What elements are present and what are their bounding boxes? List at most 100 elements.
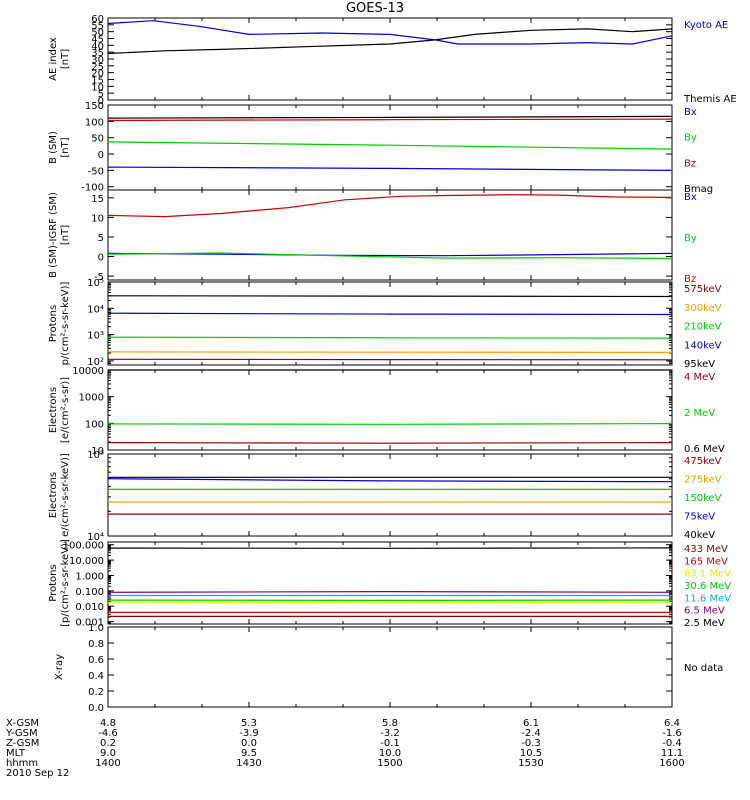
y-tick-label: 10² [87, 357, 104, 368]
ephemeris-value: -3.9 [239, 728, 259, 739]
ephemeris-value: 0.0 [241, 738, 257, 749]
no-data-label: No data [684, 663, 723, 674]
series-line-210kev [107, 336, 673, 339]
legend-entry: 40keV [684, 530, 715, 541]
legend-entry: 165 MeV [684, 556, 728, 567]
y-tick-label: -100 [81, 183, 104, 194]
legend-entry: By [684, 233, 697, 244]
ephemeris-value: 1530 [518, 758, 543, 769]
y-tick-label: 15 [91, 76, 104, 87]
y-tick-label: 40 [91, 41, 104, 52]
series-line-bmag [107, 115, 673, 119]
ephemeris-value: -3.2 [380, 728, 400, 739]
ephemeris-value: 5.8 [382, 718, 398, 729]
series-line-bx [107, 166, 673, 171]
y-tick-label: 35 [91, 48, 104, 59]
series-line-bx [107, 252, 673, 257]
legend-entry: Bmag [684, 184, 713, 195]
y-tick-label: 0.010 [75, 602, 104, 613]
legend-entry: 2 MeV [684, 408, 715, 419]
series-line-kyoto-ae [107, 20, 673, 45]
ephemeris-value: 1600 [659, 758, 684, 769]
y-axis-title: AE index [48, 37, 59, 81]
ephemeris-value: 1400 [95, 758, 120, 769]
y-axis-title: [p/(cm²-s-sr-keV)] [60, 539, 71, 627]
series-line-75kev [107, 478, 673, 483]
ephemeris-value: -2.4 [521, 728, 541, 739]
y-axis-title: X-ray [54, 654, 65, 680]
panel-frame-protons-high [107, 541, 673, 625]
panel-frame-electrons-int [107, 369, 673, 451]
legend-entry: 575keV [684, 284, 722, 295]
y-tick-label: 55 [91, 21, 104, 32]
y-axis-title: Electrons [48, 472, 59, 518]
legend-entry: 275keV [684, 475, 722, 486]
legend-entry: 4 MeV [684, 372, 715, 383]
series-line-140kev [107, 312, 673, 316]
y-axis-title: [nT] [60, 225, 71, 245]
legend-entry: 11.6 MeV [684, 593, 731, 604]
y-tick-label: 10³ [87, 331, 104, 342]
y-tick-label: 10⁴ [87, 304, 104, 315]
y-axis-title: e/(cm²-s-sr-keV)] [60, 453, 71, 537]
y-tick-label: 5 [98, 233, 104, 244]
y-tick-label: 20 [91, 69, 104, 80]
ephemeris-value: -1.6 [662, 728, 682, 739]
ephemeris-value: 5.3 [241, 718, 257, 729]
series-line-575kev [107, 358, 673, 361]
series-line-95kev [107, 295, 673, 298]
series-line-by [107, 141, 673, 150]
legend-entry: 150keV [684, 493, 722, 504]
y-tick-label: 0.2 [88, 687, 104, 698]
legend-entry: 433 MeV [684, 544, 728, 555]
legend-entry: 95keV [684, 359, 715, 370]
y-tick-label: 10 [91, 82, 104, 93]
series-line-2-mev [107, 423, 673, 425]
panel-frame-bigrf [107, 189, 673, 281]
legend-entry: Kyoto AE [684, 20, 728, 31]
ephemeris-value: -0.4 [662, 738, 682, 749]
legend-entry: 6.5 MeV [684, 606, 725, 617]
y-tick-label: 100 [85, 117, 104, 128]
y-axis-title: Protons [48, 564, 59, 601]
y-tick-label: 25 [91, 62, 104, 73]
y-tick-label: 10000 [72, 366, 104, 377]
y-axis-title: [nT] [60, 137, 71, 157]
y-axis-title: Protons [48, 305, 59, 342]
y-tick-label: 10 [91, 213, 104, 224]
y-tick-label: 0.001 [75, 618, 104, 629]
y-axis-title: B (SM)-IGRF (SM) [48, 192, 59, 278]
series-line-by [107, 252, 673, 260]
legend-entry: Themis AE [683, 94, 737, 105]
ephemeris-value: 10.0 [379, 748, 401, 759]
y-tick-label: 10⁵ [87, 450, 104, 461]
series-line-bz [107, 118, 673, 121]
ephemeris-value: -4.6 [98, 728, 118, 739]
legend-entry: 300keV [684, 303, 722, 314]
y-tick-label: 1000 [79, 393, 104, 404]
y-tick-label: 10⁴ [87, 532, 104, 543]
ephemeris-value: 0.2 [100, 738, 116, 749]
series-line-4-mev [107, 442, 673, 444]
ephemeris-row-label: X-GSM [6, 718, 39, 729]
y-tick-label: -5 [94, 272, 104, 283]
y-tick-label: 150 [85, 101, 104, 112]
legend-entry: By [684, 133, 697, 144]
ephemeris-value: -0.1 [380, 738, 400, 749]
y-axis-title: p/(cm²-s-sr-keV)] [60, 282, 71, 366]
y-tick-label: -50 [88, 166, 104, 177]
y-tick-label: 60 [91, 14, 104, 25]
y-tick-label: 100 [85, 419, 104, 430]
ephemeris-row-label: MLT [6, 748, 26, 759]
legend-entry: 2.5 MeV [684, 618, 725, 629]
y-axis-title: [nT] [60, 49, 71, 69]
ephemeris-row-label: Y-GSM [5, 728, 38, 739]
legend-entry: 140keV [684, 340, 722, 351]
y-tick-label: 5 [98, 89, 104, 100]
ephemeris-value: 11.1 [661, 748, 683, 759]
legend-entry: Bz [684, 158, 696, 169]
legend-entry: Bx [684, 107, 697, 118]
y-axis-title: [e/(cm²-s-sr)] [60, 377, 71, 443]
y-tick-label: 0.100 [75, 587, 104, 598]
